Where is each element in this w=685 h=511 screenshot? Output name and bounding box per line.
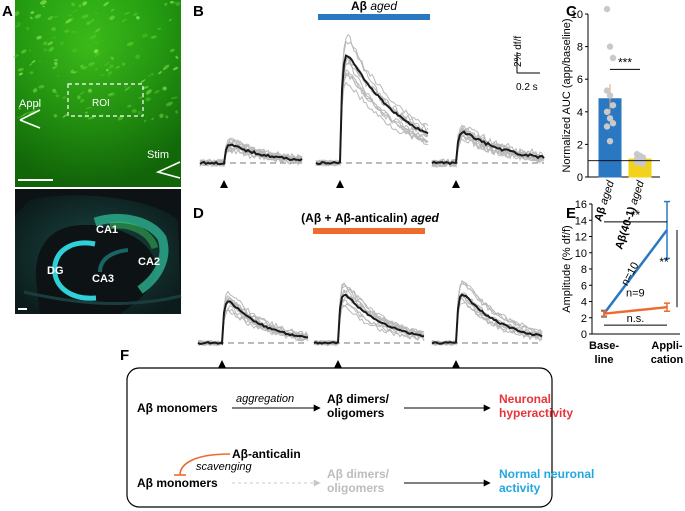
traces-b	[200, 35, 544, 188]
scale-y-label: 2% df/f	[513, 36, 524, 67]
y-tick-label: 0	[577, 172, 583, 184]
figure: A Appl ROI Stim CA1 CA2 DG CA3 B Aβ aged…	[0, 0, 685, 511]
row2-oligomers-2: oligomers	[327, 481, 385, 495]
scale-x-label: 0.2 s	[516, 82, 538, 93]
panel-b-letter: B	[193, 3, 204, 20]
significance-label: n.s.	[627, 313, 645, 325]
single-trace	[432, 295, 542, 345]
panel-d-letter: D	[193, 205, 204, 222]
series-label: n=9	[626, 288, 645, 300]
data-point	[607, 43, 613, 49]
stimulus-marker	[218, 360, 226, 368]
y-tick-label: 16	[575, 199, 587, 211]
stimulus-marker	[452, 360, 460, 368]
region-ca3: CA3	[92, 273, 114, 285]
treatment-label-anticalin: (Aβ + Aβ-anticalin) aged	[301, 211, 439, 225]
stimulus-marker	[452, 180, 460, 188]
hyperactivity-label-2: hyperactivity	[499, 406, 573, 420]
single-trace	[198, 306, 308, 345]
row2-oligomers-1: Aβ dimers/	[327, 467, 390, 481]
region-ca2: CA2	[138, 256, 160, 268]
y-tick-label: 4	[577, 107, 583, 119]
data-point	[604, 109, 610, 115]
data-point	[607, 92, 613, 98]
y-tick-label: 8	[577, 42, 583, 54]
single-trace	[316, 57, 428, 165]
data-point	[604, 6, 610, 12]
treatment-bar-abeta	[318, 14, 430, 20]
scavenging-label: scavenging	[196, 461, 253, 473]
data-point	[607, 138, 613, 144]
data-point	[604, 123, 610, 129]
data-point	[640, 161, 646, 167]
series-label: n=10	[619, 260, 641, 288]
y-axis-label: Amplitude (% df/f)	[561, 225, 573, 312]
appl-label: Appl	[19, 98, 41, 110]
normal-activity-label-2: activity	[499, 481, 541, 495]
y-tick-label: 6	[577, 74, 583, 86]
y-tick-label: 10	[575, 248, 587, 260]
traces-d	[198, 281, 542, 368]
significance-label: **	[631, 208, 641, 222]
row1-monomers: Aβ monomers	[137, 401, 218, 415]
y-tick-label: 12	[575, 232, 587, 244]
roi-label: ROI	[92, 98, 110, 109]
stimulus-marker	[336, 180, 344, 188]
region-ca1: CA1	[96, 224, 118, 236]
stim-label: Stim	[147, 149, 169, 161]
normal-activity-label-1: Normal neuronal	[499, 467, 594, 481]
y-axis-label: Normalized AUC (app/baseline)	[561, 18, 573, 172]
significance-label: ***	[618, 55, 632, 69]
row1-oligomers-2: oligomers	[327, 406, 385, 420]
x-category-label: line	[595, 354, 614, 366]
treatment-label-abeta: Aβ aged	[351, 0, 397, 13]
anticalin-label: Aβ-anticalin	[232, 447, 301, 461]
panel-f-letter: F	[120, 347, 129, 364]
y-tick-label: 0	[581, 329, 587, 341]
stimulus-marker	[334, 360, 342, 368]
single-trace	[432, 293, 542, 345]
single-trace	[316, 64, 428, 166]
aggregation-label: aggregation	[236, 393, 294, 405]
single-trace	[316, 42, 428, 165]
data-point	[610, 55, 616, 61]
panel-a-image-top: Appl ROI Stim	[13, 0, 181, 187]
single-trace	[432, 303, 542, 346]
significance-label: **	[659, 255, 669, 269]
y-tick-label: 6	[581, 280, 587, 292]
treatment-bar-anticalin	[313, 228, 425, 234]
y-tick-label: 2	[577, 139, 583, 151]
data-point	[610, 102, 616, 108]
single-trace	[316, 57, 428, 166]
row2-monomers: Aβ monomers	[137, 476, 218, 490]
region-dg: DG	[47, 265, 64, 277]
y-tick-label: 2	[581, 313, 587, 325]
category-label: Aβ aged	[592, 178, 617, 223]
y-tick-label: 14	[575, 215, 587, 227]
panel-a-image-bottom: CA1 CA2 DG CA3	[15, 189, 181, 314]
y-tick-label: 4	[581, 297, 587, 309]
panel-a-letter: A	[2, 3, 13, 20]
row1-oligomers-1: Aβ dimers/	[327, 392, 390, 406]
stimulus-marker	[220, 180, 228, 188]
x-category-label: cation	[651, 354, 684, 366]
hyperactivity-label-1: Neuronal	[499, 392, 551, 406]
data-point	[610, 120, 616, 126]
x-category-label: Base-	[589, 340, 619, 352]
y-tick-label: 8	[581, 264, 587, 276]
x-category-label: Appli-	[651, 340, 682, 352]
scale-bar-b: 2% df/f 0.2 s	[513, 36, 540, 93]
